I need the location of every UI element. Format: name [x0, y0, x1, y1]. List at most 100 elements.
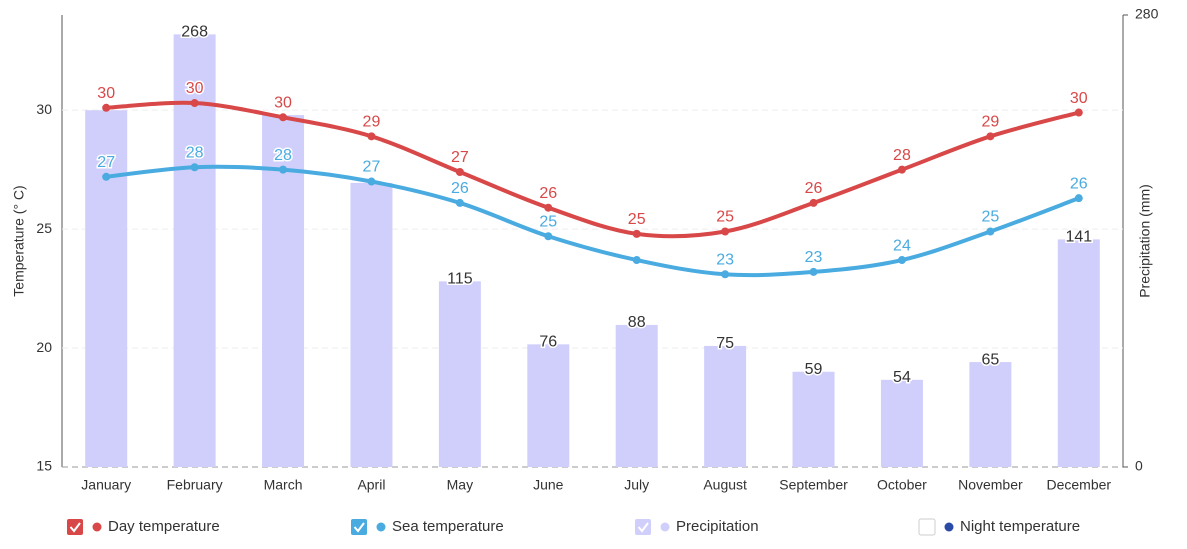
point — [986, 227, 995, 236]
value-label: 268 — [181, 24, 208, 41]
point — [721, 227, 730, 236]
x-tick-label: July — [624, 477, 649, 493]
legend-marker — [944, 522, 954, 532]
legend-checkbox[interactable] — [918, 518, 936, 536]
value-label: 88 — [628, 314, 646, 331]
y-tick-label: 25 — [36, 220, 52, 236]
value-label: 25 — [981, 209, 999, 226]
point — [102, 172, 111, 181]
point — [367, 132, 376, 141]
x-tick-label: October — [877, 477, 927, 493]
point — [721, 270, 730, 279]
value-label: 28 — [274, 147, 292, 164]
bar — [880, 379, 923, 467]
y2-tick-label: 280 — [1135, 6, 1159, 22]
point — [279, 165, 288, 174]
point — [544, 203, 553, 212]
x-tick-label: December — [1046, 477, 1111, 493]
value-label: 30 — [274, 95, 292, 112]
value-label: 28 — [893, 147, 911, 164]
legend-checkbox[interactable] — [351, 519, 367, 535]
bar — [350, 182, 393, 467]
point — [632, 229, 641, 238]
point — [809, 198, 818, 207]
x-tick-label: January — [81, 477, 131, 493]
point — [986, 132, 995, 141]
value-label: 30 — [1070, 90, 1088, 107]
y-tick-label: 15 — [36, 458, 52, 474]
point — [190, 163, 199, 172]
value-label: 25 — [539, 213, 557, 230]
value-label: 25 — [716, 209, 734, 226]
x-tick-label: November — [958, 477, 1023, 493]
legend-marker — [376, 522, 386, 532]
legend-check — [69, 522, 81, 533]
value-label: 25 — [628, 211, 646, 228]
bar — [1057, 239, 1100, 467]
x-tick-label: April — [357, 477, 385, 493]
value-label: 26 — [1070, 175, 1088, 192]
bar — [615, 324, 658, 467]
x-tick-label: February — [167, 477, 223, 493]
point — [1074, 194, 1083, 203]
bar — [262, 115, 305, 467]
legend-label[interactable]: Night temperature — [960, 518, 1080, 535]
value-label: 29 — [363, 114, 381, 131]
point — [279, 113, 288, 122]
point — [455, 168, 464, 177]
y-tick-label: 20 — [36, 339, 52, 355]
point — [897, 165, 906, 174]
value-label: 28 — [186, 144, 204, 161]
value-label: 115 — [447, 271, 473, 288]
bar — [438, 281, 481, 467]
legend-checkbox[interactable] — [635, 519, 651, 535]
y-axis-title: Temperature (° C) — [11, 185, 27, 296]
value-label: 27 — [363, 159, 381, 176]
value-label: 26 — [539, 185, 557, 202]
x-tick-label: September — [779, 477, 848, 493]
value-label: 76 — [539, 334, 557, 351]
grid — [62, 109, 1123, 468]
legend-check — [637, 522, 649, 533]
point — [809, 267, 818, 276]
y2-axis-title: Precipitation (mm) — [1137, 184, 1153, 298]
value-label: 65 — [981, 351, 999, 368]
legend-check — [353, 522, 365, 533]
line — [105, 164, 1080, 278]
x-tick-label: August — [703, 477, 747, 493]
legend-marker — [660, 522, 670, 532]
value-label: 24 — [893, 237, 911, 254]
point — [455, 198, 464, 207]
bar — [85, 110, 128, 467]
value-label: 54 — [893, 369, 911, 386]
x-tick-label: March — [264, 477, 303, 493]
bar — [792, 371, 835, 467]
point — [544, 232, 553, 241]
value-label: 27 — [451, 149, 469, 166]
y-tick-label: 30 — [36, 101, 52, 117]
point — [632, 256, 641, 265]
legend-label[interactable]: Day temperature — [108, 518, 220, 535]
value-label: 30 — [97, 85, 115, 102]
point — [367, 177, 376, 186]
legend-checkbox[interactable] — [67, 519, 83, 535]
value-label: 75 — [716, 335, 734, 352]
x-tick-label: June — [533, 477, 564, 493]
value-label: 23 — [805, 249, 823, 266]
line — [106, 100, 1080, 239]
legend-label[interactable]: Sea temperature — [392, 518, 504, 535]
value-label: 29 — [981, 114, 999, 131]
value-label: 30 — [186, 80, 204, 97]
y2-tick-label: 0 — [1135, 458, 1143, 474]
value-label: 26 — [805, 180, 823, 197]
bar — [527, 344, 570, 467]
legend-marker — [92, 522, 102, 532]
point — [102, 103, 111, 112]
value-label: 27 — [97, 154, 115, 171]
bar — [969, 362, 1012, 467]
legend-label[interactable]: Precipitation — [676, 518, 759, 535]
point — [897, 256, 906, 265]
point — [190, 99, 199, 108]
x-tick-label: May — [447, 477, 473, 493]
